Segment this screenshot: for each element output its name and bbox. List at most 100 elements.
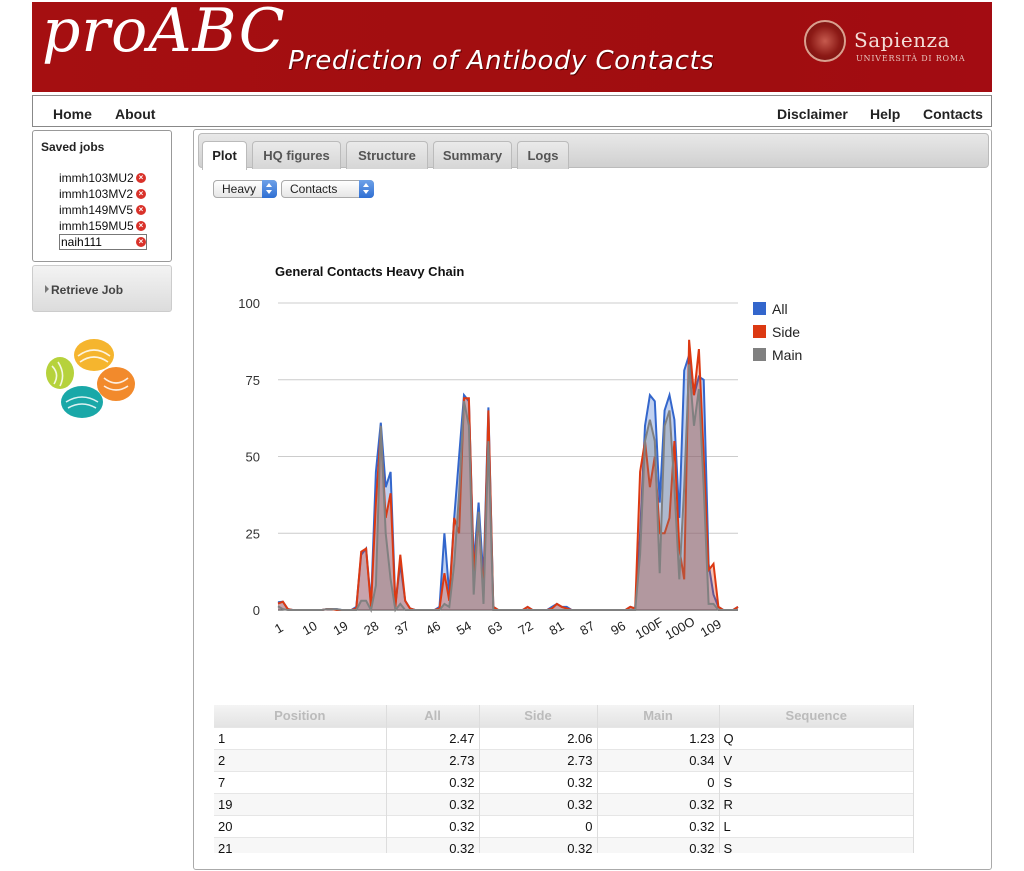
chart-title: General Contacts Heavy Chain: [275, 264, 464, 279]
university-subtitle: UNIVERSITÀ DI ROMA: [856, 54, 966, 63]
delete-job-icon[interactable]: ×: [136, 221, 146, 231]
tab-hq-figures[interactable]: HQ figures: [252, 141, 341, 169]
table-cell: 0: [597, 770, 720, 793]
table-header-row: Position All Side Main Sequence: [214, 705, 914, 727]
table-cell: 7: [214, 770, 387, 793]
saved-job-link[interactable]: immh103MU2: [59, 171, 134, 185]
x-tick-label: 37: [392, 618, 412, 638]
column-header-position[interactable]: Position: [214, 705, 387, 727]
table-cell: 0.32: [386, 814, 480, 837]
table-cell: 0.32: [597, 836, 720, 853]
nav-contacts[interactable]: Contacts: [923, 106, 983, 122]
legend-label-all[interactable]: All: [772, 301, 788, 317]
x-tick-label: 19: [330, 618, 350, 638]
x-tick-label: 100F: [632, 614, 665, 642]
table-cell: 1.23: [597, 726, 720, 749]
y-tick-label: 25: [246, 526, 260, 541]
nav-help[interactable]: Help: [870, 106, 901, 122]
table-cell: 21: [214, 836, 387, 853]
site-logo[interactable]: proABC: [42, 2, 286, 66]
tab-structure[interactable]: Structure: [346, 141, 428, 169]
table-cell: 2.73: [479, 748, 598, 771]
y-tick-label: 0: [253, 603, 260, 618]
table-cell: L: [719, 814, 914, 837]
table-row[interactable]: 2 2.73 2.73 0.34 V: [214, 748, 914, 771]
series-line-main: [277, 364, 738, 613]
y-tick-label: 50: [246, 450, 260, 465]
nav-disclaimer[interactable]: Disclaimer: [777, 106, 848, 122]
expand-arrow-icon: [45, 285, 49, 293]
institute-logo-icon: [46, 339, 135, 418]
type-select-value: Contacts: [290, 182, 338, 196]
x-tick-label: 1: [272, 620, 286, 637]
series-area-side: [278, 339, 738, 610]
legend-label-main[interactable]: Main: [772, 347, 802, 363]
tab-plot[interactable]: Plot: [202, 141, 247, 170]
site-tagline: Prediction of Antibody Contacts: [288, 46, 715, 76]
saved-job-link[interactable]: immh103MV2: [59, 187, 134, 201]
main-panel: Plot HQ figures Structure Summary Logs H…: [193, 129, 992, 870]
chain-select-value: Heavy: [222, 182, 257, 196]
contacts-table: Position All Side Main Sequence 1 2.47 2.0…: [214, 705, 914, 853]
legend-label-side[interactable]: Side: [772, 324, 800, 340]
university-seal-icon: [804, 20, 846, 62]
table-row[interactable]: 19 0.32 0.32 0.32 R: [214, 792, 914, 815]
table-cell: 0.32: [386, 770, 480, 793]
delete-job-icon[interactable]: ×: [136, 205, 146, 215]
saved-jobs-title: Saved jobs: [41, 140, 105, 154]
retrieve-job-button[interactable]: Retrieve Job: [32, 265, 172, 312]
saved-job-link[interactable]: immh159MU5: [59, 219, 134, 233]
table-cell: 0.32: [386, 836, 480, 853]
table-cell: 0.32: [597, 814, 720, 837]
table-cell: 0: [479, 814, 598, 837]
chain-select[interactable]: Heavy: [213, 180, 277, 198]
retrieve-job-label: Retrieve Job: [51, 283, 124, 297]
x-tick-label: 109: [698, 616, 724, 640]
x-tick-label: 87: [577, 618, 597, 638]
column-header-main[interactable]: Main: [597, 705, 720, 727]
saved-job-link[interactable]: immh149MV5: [59, 203, 134, 217]
x-tick-label: 63: [485, 618, 505, 638]
column-header-side[interactable]: Side: [479, 705, 598, 727]
delete-job-icon[interactable]: ×: [136, 189, 146, 199]
tab-summary[interactable]: Summary: [433, 141, 512, 169]
top-nav: Home About Disclaimer Help Contacts: [32, 95, 992, 127]
delete-job-icon[interactable]: ×: [136, 237, 146, 247]
legend-swatch-main: [753, 348, 766, 361]
table-row[interactable]: 7 0.32 0.32 0 S: [214, 770, 914, 793]
series-area-main: [278, 364, 738, 610]
table-cell: Q: [719, 726, 914, 749]
y-tick-label: 100: [238, 296, 260, 311]
y-tick-label: 75: [246, 373, 260, 388]
table-cell: 1: [214, 726, 387, 749]
table-row[interactable]: 20 0.32 0 0.32 L: [214, 814, 914, 837]
current-job-field[interactable]: [59, 234, 147, 250]
table-cell: V: [719, 748, 914, 771]
table-cell: S: [719, 770, 914, 793]
table-row[interactable]: 1 2.47 2.06 1.23 Q: [214, 726, 914, 749]
table-cell: 2.06: [479, 726, 598, 749]
table-cell: 0.32: [479, 770, 598, 793]
column-header-all[interactable]: All: [386, 705, 480, 727]
tab-bar: Plot HQ figures Structure Summary Logs: [198, 133, 989, 170]
site-banner: proABC Prediction of Antibody Contacts S…: [32, 2, 992, 92]
x-tick-label: 46: [423, 618, 443, 638]
x-tick-label: 72: [516, 618, 536, 638]
table-cell: 2: [214, 748, 387, 771]
x-tick-label: 10: [300, 618, 320, 638]
university-name: Sapienza: [854, 28, 951, 52]
nav-about[interactable]: About: [115, 106, 156, 122]
column-header-sequence[interactable]: Sequence: [719, 705, 914, 727]
table-cell: 19: [214, 792, 387, 815]
x-tick-label: 100O: [662, 614, 697, 643]
table-cell: S: [719, 836, 914, 853]
table-cell: 2.73: [386, 748, 480, 771]
x-tick-label: 28: [361, 618, 381, 638]
tab-logs[interactable]: Logs: [517, 141, 569, 169]
nav-home[interactable]: Home: [53, 106, 92, 122]
table-cell: 0.32: [386, 792, 480, 815]
type-select[interactable]: Contacts: [281, 180, 374, 198]
x-tick-label: 96: [608, 618, 628, 638]
table-row[interactable]: 21 0.32 0.32 0.32 S: [214, 836, 914, 853]
delete-job-icon[interactable]: ×: [136, 173, 146, 183]
